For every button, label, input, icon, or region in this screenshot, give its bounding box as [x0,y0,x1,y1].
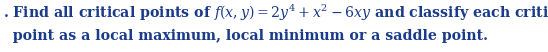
Text: point as a local maximum, local minimum or a saddle point.: point as a local maximum, local minimum … [3,29,488,43]
Text: . Find all critical points of $f(x, y) = 2y^4 + x^2 - 6xy$ and classify each cri: . Find all critical points of $f(x, y) =… [3,3,548,23]
